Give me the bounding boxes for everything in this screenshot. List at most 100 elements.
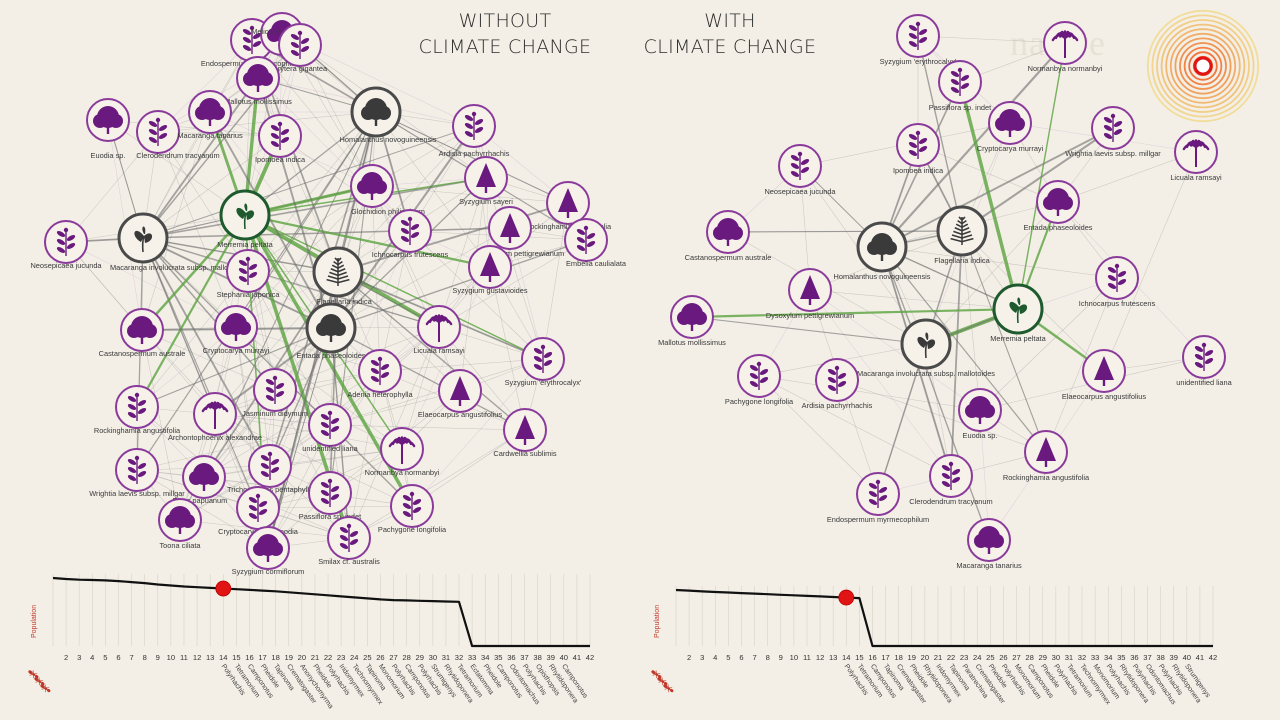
plant-conifer-icon xyxy=(450,376,470,406)
network-node-cryptocarya-murrayi: Cryptocarya murrayi xyxy=(977,101,1044,153)
node-label: Arytera gigantea xyxy=(273,64,328,73)
tick-label: 7 xyxy=(129,653,133,662)
network-edge xyxy=(438,326,526,431)
tick-label: 35 xyxy=(1117,653,1125,662)
plant-round-icon xyxy=(1043,188,1073,216)
network-edge xyxy=(411,429,526,507)
plant-round-icon xyxy=(361,98,391,126)
network-edge xyxy=(136,237,144,471)
network-edge xyxy=(279,135,411,232)
network-node-rockinghamia-angustifolia: Rockinghamia angustifolia xyxy=(525,181,612,231)
node-label: Mallotus mollissimus xyxy=(224,97,292,106)
network-edge xyxy=(375,111,491,268)
network-node-rockinghamia-angustifolia: Rockinghamia angustifolia xyxy=(94,385,181,435)
network-edge xyxy=(244,213,491,269)
plant-shrub-icon xyxy=(127,455,147,484)
network-node-macaranga-tanarius: Macaranga tanarius xyxy=(177,90,243,140)
network-edge xyxy=(203,476,413,507)
tick-label: 24 xyxy=(350,653,358,662)
network-node-stephania-japonica: Stephania japonica xyxy=(217,249,280,299)
tick-label: 6 xyxy=(116,653,120,662)
network-node-archontophoenix-alexandrae: Archontophoenix alexandrae xyxy=(168,392,262,442)
node-label: Merremia peltata xyxy=(217,240,273,249)
network-edge xyxy=(329,230,411,426)
plant-shrub-icon xyxy=(402,491,422,520)
network-node-syzygium-erythrocalyx: Syzygium 'erythrocalyx' xyxy=(880,14,957,66)
tick-label: 3 xyxy=(700,653,704,662)
chart-species-labels: PolyrhachisTetramoriumCamponotusPheidole… xyxy=(220,663,589,710)
network-edge xyxy=(141,111,211,331)
plant-round-icon xyxy=(221,313,251,341)
node-label: Homalanthus novoguineensis xyxy=(340,135,437,144)
node-label: Normanbya normanbyi xyxy=(365,468,440,477)
tick-label: 4 xyxy=(713,653,717,662)
network-edge xyxy=(1017,42,1066,310)
ant-icons xyxy=(651,670,674,693)
ant-icon xyxy=(34,677,45,686)
node-label: Wrightia laevis subsp. millgar xyxy=(89,489,185,498)
network-edge xyxy=(247,111,377,272)
network-edge xyxy=(330,227,511,329)
tick-label: 16 xyxy=(868,653,876,662)
network-edge xyxy=(142,77,259,239)
tick-label: 12 xyxy=(816,653,824,662)
tick-label: 17 xyxy=(258,653,266,662)
tick-label: 13 xyxy=(206,653,214,662)
target-ring xyxy=(1146,9,1260,123)
tick-label: 40 xyxy=(560,653,568,662)
network-edge xyxy=(136,214,246,408)
plant-shrub-icon xyxy=(1103,113,1123,142)
plant-shrub-icon xyxy=(260,451,280,480)
plant-conifer-icon xyxy=(800,275,820,305)
network-node-ardisia-pachyrrhachis: Ardisia pachyrrhachis xyxy=(802,358,873,410)
tick-label: 20 xyxy=(921,653,929,662)
node-label: Euodia sp. xyxy=(963,431,998,440)
network-edge xyxy=(136,270,249,408)
network-edge xyxy=(274,326,440,391)
plant-round-icon xyxy=(995,109,1025,137)
network-node-toona-ciliata: Toona ciliata xyxy=(158,498,202,550)
plant-shrub-icon xyxy=(908,130,928,159)
network-edge xyxy=(337,202,569,273)
target-ring xyxy=(1188,51,1218,81)
network-edge xyxy=(337,271,526,431)
node-label: Entada phaseoloides xyxy=(296,351,365,360)
tick-label: 14 xyxy=(219,653,227,662)
tick-label: 15 xyxy=(232,653,240,662)
node-label: Macaranga tanarius xyxy=(177,131,243,140)
node-label: Licuala ramsayi xyxy=(413,346,465,355)
network-node-dysoxylum-pettigrewianum: Dysoxylum pettigrewianum xyxy=(766,268,854,320)
tick-label: 23 xyxy=(337,653,345,662)
tick-label: 10 xyxy=(790,653,798,662)
node-label: Cryptocarya murrayi xyxy=(203,346,270,355)
tick-label: 36 xyxy=(507,653,515,662)
network-node-elaeocarpus-angustifolius: Elaeocarpus angustifolius xyxy=(418,369,502,419)
chart-tick-labels: 2 3 4 5 6 7 8 9 10 11 12 13 14 15 16 17 18 19 20 21 22 23 24 25… xyxy=(687,653,1217,662)
node-label: Neosepicaea jucunda xyxy=(764,187,836,196)
plant-shrub-icon xyxy=(56,227,76,256)
tick-label: 13 xyxy=(829,653,837,662)
plant-conifer-icon xyxy=(500,213,520,243)
tick-label: 25 xyxy=(363,653,371,662)
network-edge xyxy=(348,429,526,539)
plant-shrub-icon xyxy=(248,493,268,522)
network-edge xyxy=(917,144,1059,203)
network-node-homalanthus-novoguineensis: Homalanthus novoguineensis xyxy=(834,221,931,281)
tick-label: 11 xyxy=(803,653,811,662)
chart-species-labels: PolyrhachisTetramoriumCamponotusTapinoma… xyxy=(843,663,1212,706)
tick-label: 26 xyxy=(999,653,1007,662)
tick-label: 14 xyxy=(842,653,850,662)
node-label: Melicope elleryana xyxy=(251,27,314,36)
plant-shrub-icon xyxy=(265,375,285,404)
plant-round-icon xyxy=(243,64,273,92)
plant-conifer-icon xyxy=(480,252,500,282)
network-node-ipomoea-indica: Ipomoea indica xyxy=(255,114,306,164)
plant-leaf-icon xyxy=(917,332,936,359)
network-edge xyxy=(337,271,461,392)
tick-label: 37 xyxy=(520,653,528,662)
node-label: Trichosanthes pentaphylla xyxy=(227,485,314,494)
network-node-normanbya-normanbyi: Normanbya normanbyi xyxy=(1028,21,1103,73)
